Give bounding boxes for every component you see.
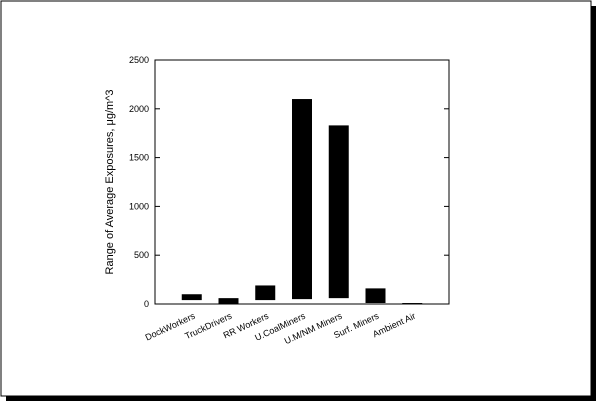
bar (181, 294, 202, 301)
y-tick-label: 1000 (129, 201, 149, 211)
bar (328, 125, 349, 299)
y-tick-label: 1500 (129, 153, 149, 163)
y-axis-label: Range of Average Exposures, μg/m^3 (104, 90, 116, 275)
bar (365, 288, 386, 304)
y-tick-label: 500 (134, 250, 149, 260)
bar (292, 99, 312, 300)
y-tick-label: 2500 (129, 55, 149, 65)
bar (255, 285, 276, 301)
bar (402, 303, 423, 305)
plot-area (154, 59, 450, 305)
bar (218, 298, 239, 304)
y-tick-label: 2000 (129, 104, 149, 114)
y-tick-label: 0 (144, 299, 149, 309)
